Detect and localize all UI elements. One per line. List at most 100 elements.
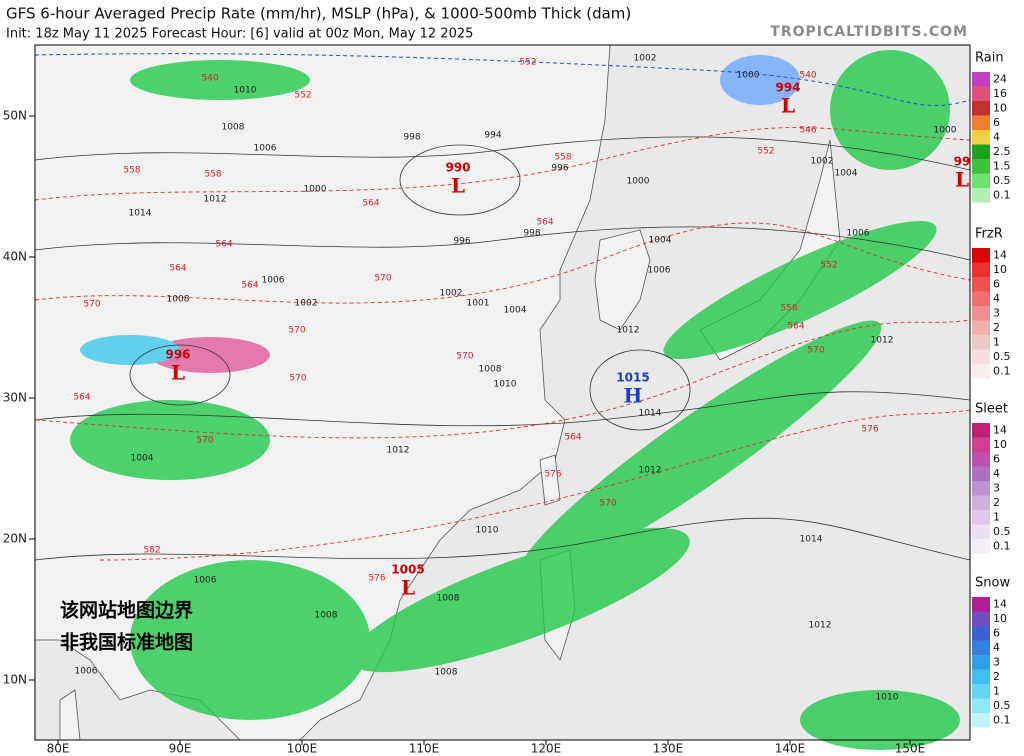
legend-swatch bbox=[972, 713, 990, 728]
legend-label: 0.1 bbox=[993, 713, 1011, 726]
thickness-label: 576 bbox=[544, 470, 561, 480]
isobar-label: 1012 bbox=[617, 326, 640, 336]
thickness-label: 570 bbox=[599, 499, 616, 509]
legend-label: 2 bbox=[993, 496, 1000, 509]
precip bbox=[70, 50, 960, 750]
isobar-label: 1006 bbox=[262, 276, 285, 286]
legend-label: 3 bbox=[993, 306, 1000, 319]
legend-swatch bbox=[972, 277, 990, 292]
thickness-label: 564 bbox=[362, 199, 379, 209]
isobar-label: 1004 bbox=[835, 169, 858, 179]
isobar-label: 996 bbox=[453, 237, 470, 247]
legend-label: 14 bbox=[993, 248, 1007, 261]
legend-title: Rain bbox=[975, 51, 1004, 66]
legend-swatch bbox=[972, 655, 990, 670]
legend-label: 4 bbox=[993, 130, 1000, 143]
map-frame bbox=[34, 44, 971, 741]
isobar-label: 1012 bbox=[639, 466, 662, 476]
isobar-label: 1008 bbox=[222, 123, 245, 133]
legend-swatch bbox=[972, 86, 990, 101]
lat-label: 50N bbox=[3, 109, 27, 123]
legend-swatch bbox=[972, 262, 990, 277]
thickness-label: 570 bbox=[289, 374, 306, 384]
thickness-label: 564 bbox=[215, 240, 232, 250]
isobar-label: 1000 bbox=[304, 185, 327, 195]
legend-label: 6 bbox=[993, 452, 1000, 465]
legend-label: 3 bbox=[993, 655, 1000, 668]
lon-label: 100E bbox=[287, 742, 318, 756]
thickness-label: 558 bbox=[554, 153, 571, 163]
thickness-lines bbox=[34, 127, 971, 561]
lon-label: 150E bbox=[895, 742, 926, 756]
pressure-value: 99 bbox=[954, 155, 971, 169]
legend-swatch bbox=[972, 495, 990, 510]
isobar-label: 1014 bbox=[800, 535, 823, 545]
legend-label: 1 bbox=[993, 684, 1000, 697]
subtitle: Init: 18z May 11 2025 Forecast Hour: [6]… bbox=[6, 27, 473, 42]
lon-label: 80E bbox=[47, 742, 70, 756]
legend-label: 0.5 bbox=[993, 699, 1011, 712]
pressure-symbol: L bbox=[171, 361, 185, 385]
legend-label: 0.5 bbox=[993, 350, 1011, 363]
legend-swatch bbox=[972, 481, 990, 496]
isobar-label: 998 bbox=[403, 133, 420, 143]
legend-swatch bbox=[972, 173, 990, 188]
legend-label: 4 bbox=[993, 641, 1000, 654]
legend-swatch bbox=[972, 640, 990, 655]
isobar-label: 1010 bbox=[234, 86, 257, 96]
thickness-label: 576 bbox=[368, 574, 385, 584]
legend-swatch bbox=[972, 510, 990, 525]
isobar-label: 1000 bbox=[627, 177, 650, 187]
thickness-label: 558 bbox=[123, 166, 140, 176]
thickness-label: 570 bbox=[288, 326, 305, 336]
legend-swatch bbox=[972, 669, 990, 684]
legend-label: 6 bbox=[993, 626, 1000, 639]
pressure-value: 1015 bbox=[616, 371, 649, 385]
legend-swatch bbox=[972, 349, 990, 364]
legend-label: 14 bbox=[993, 597, 1007, 610]
lon-label: 110E bbox=[409, 742, 440, 756]
legend-title: FrzR bbox=[975, 227, 1003, 242]
thickness-label: 546 bbox=[799, 126, 816, 136]
site-name: TROPICALTIDBITS.COM bbox=[770, 24, 968, 40]
thickness-label: 570 bbox=[83, 300, 100, 310]
legend-label: 6 bbox=[993, 277, 1000, 290]
legend-label: 1 bbox=[993, 335, 1000, 348]
lat-label: 40N bbox=[3, 250, 27, 264]
legend-swatch bbox=[972, 335, 990, 350]
title: GFS 6-hour Averaged Precip Rate (mm/hr),… bbox=[6, 5, 631, 23]
legend-swatch bbox=[972, 306, 990, 321]
isobar-label: 1002 bbox=[811, 157, 834, 167]
legend-swatch bbox=[972, 539, 990, 554]
legend-label: 14 bbox=[993, 423, 1007, 436]
isobar-label: 1010 bbox=[494, 380, 517, 390]
isobar-label: 1008 bbox=[479, 365, 502, 375]
legend-swatch bbox=[972, 291, 990, 306]
legend-label: 0.1 bbox=[993, 539, 1011, 552]
legend-swatch bbox=[972, 144, 990, 159]
isobar-label: 1006 bbox=[648, 266, 671, 276]
legend-swatch bbox=[972, 698, 990, 713]
legend-label: 6 bbox=[993, 116, 1000, 129]
legend-label: 10 bbox=[993, 101, 1007, 114]
lon-label: 90E bbox=[169, 742, 192, 756]
thickness-label: 558 bbox=[204, 170, 221, 180]
isobar-label: 1006 bbox=[194, 576, 217, 586]
thickness-label: 570 bbox=[807, 346, 824, 356]
thickness-label: 570 bbox=[456, 352, 473, 362]
isobar-label: 996 bbox=[551, 164, 568, 174]
isobar-label: 1012 bbox=[387, 446, 410, 456]
lon-label: 140E bbox=[775, 742, 806, 756]
pressure-value: 994 bbox=[775, 81, 800, 95]
legend-label: 0.1 bbox=[993, 188, 1011, 201]
legend-swatch bbox=[972, 248, 990, 263]
thickness-label: 564 bbox=[73, 393, 90, 403]
isobar-label: 1002 bbox=[634, 54, 657, 64]
lat-label: 20N bbox=[3, 532, 27, 546]
legend-swatch bbox=[972, 101, 990, 116]
legend-label: 3 bbox=[993, 481, 1000, 494]
legend-label: 0.5 bbox=[993, 525, 1011, 538]
legend-title: Sleet bbox=[975, 402, 1008, 417]
pressure-symbol: L bbox=[955, 168, 969, 192]
